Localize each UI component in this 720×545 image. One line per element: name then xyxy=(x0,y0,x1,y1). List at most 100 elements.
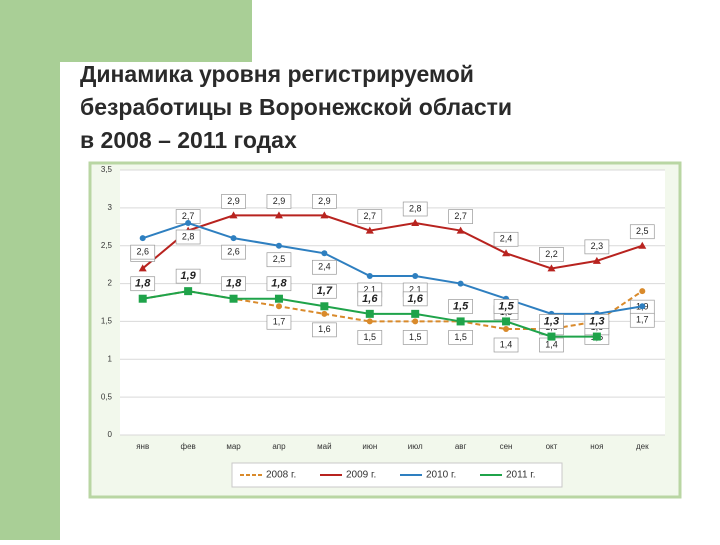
data-label: 1,6 xyxy=(362,293,378,305)
marker xyxy=(366,273,373,279)
legend-label: 2010 г. xyxy=(426,470,456,481)
label-box xyxy=(266,314,292,330)
marker xyxy=(638,241,647,249)
y-tick-label: 3 xyxy=(108,203,113,212)
label-box xyxy=(221,244,246,260)
data-label: 2,4 xyxy=(318,262,331,272)
label-box xyxy=(175,268,201,284)
marker xyxy=(457,280,464,287)
marker xyxy=(639,303,646,310)
data-label: 1,5 xyxy=(498,300,514,312)
data-label: 1,4 xyxy=(500,339,513,349)
top-block xyxy=(60,0,252,62)
data-label: 1,6 xyxy=(408,293,424,305)
data-label: 1,4 xyxy=(545,339,558,349)
data-label: 1,5 xyxy=(454,332,467,342)
series-line xyxy=(142,221,643,315)
data-label: 1,6 xyxy=(318,324,331,334)
label-box xyxy=(312,283,337,299)
data-label: 2,8 xyxy=(182,231,195,241)
x-tick-label: май xyxy=(317,442,331,451)
marker xyxy=(138,294,147,303)
marker xyxy=(412,273,419,279)
x-tick-label: авг xyxy=(455,442,467,451)
marker xyxy=(412,318,419,325)
data-label: 2,1 xyxy=(409,284,422,294)
data-label: 2,7 xyxy=(364,211,377,221)
marker xyxy=(184,287,193,296)
legend-box xyxy=(231,462,563,488)
label-box xyxy=(402,291,428,307)
legend-label: 2009 г. xyxy=(346,470,376,481)
x-tick-label: мар xyxy=(226,442,241,451)
marker xyxy=(365,309,374,318)
title-line: безработицы в Воронежской области xyxy=(80,94,512,120)
label-box xyxy=(357,330,383,345)
marker xyxy=(230,235,237,242)
label-box xyxy=(357,209,383,224)
y-tick-label: 0,5 xyxy=(101,392,113,401)
data-label: 2,9 xyxy=(273,196,286,206)
marker xyxy=(639,288,646,295)
label-box xyxy=(266,194,292,209)
marker xyxy=(275,303,282,310)
marker xyxy=(275,242,282,249)
y-tick-label: 2 xyxy=(108,279,113,288)
label-box xyxy=(266,252,292,268)
label-box xyxy=(539,247,564,262)
marker xyxy=(592,332,601,341)
data-label: 1,8 xyxy=(135,278,151,290)
marker xyxy=(229,211,238,219)
y-tick-label: 0 xyxy=(108,430,113,439)
marker xyxy=(138,264,147,272)
label-box xyxy=(402,201,428,217)
marker xyxy=(502,317,511,326)
data-label: 1,9 xyxy=(180,270,196,282)
label-box xyxy=(629,312,655,328)
label-box xyxy=(539,314,564,329)
data-label: 1,7 xyxy=(636,315,649,325)
label-box xyxy=(221,194,246,209)
label-box xyxy=(448,330,473,345)
data-label: 1,7 xyxy=(273,317,286,327)
y-tick-label: 1,5 xyxy=(101,317,113,326)
label-box xyxy=(493,337,519,353)
x-tick-label: июл xyxy=(408,442,423,451)
data-label: 2,7 xyxy=(182,211,195,221)
label-box xyxy=(402,330,428,345)
marker xyxy=(320,302,329,311)
marker xyxy=(411,219,420,226)
label-box xyxy=(266,276,292,292)
x-tick-label: ноя xyxy=(590,442,603,451)
marker xyxy=(547,332,556,341)
data-label: 2,9 xyxy=(318,196,331,206)
label-box xyxy=(493,231,519,247)
marker xyxy=(185,220,192,226)
label-box xyxy=(221,276,246,292)
legend-label: 2008 г. xyxy=(266,470,296,481)
data-label: 1,5 xyxy=(453,300,469,312)
data-label: 2,2 xyxy=(545,249,558,259)
data-label: 2,6 xyxy=(136,247,149,257)
x-tick-label: фев xyxy=(180,442,195,451)
y-tick-label: 2,5 xyxy=(101,241,113,250)
data-label: 2,1 xyxy=(364,284,377,294)
data-label: 2,5 xyxy=(273,254,286,264)
plot-area xyxy=(120,170,665,435)
marker xyxy=(411,309,420,318)
marker xyxy=(456,317,465,326)
data-label: 2,4 xyxy=(500,234,513,244)
label-box xyxy=(312,259,337,275)
marker xyxy=(274,294,283,303)
data-label: 2,8 xyxy=(409,203,422,213)
marker xyxy=(592,256,601,264)
marker xyxy=(229,294,238,303)
marker xyxy=(502,249,511,257)
data-label: 1,7 xyxy=(317,285,333,297)
legend-label: 2011 г. xyxy=(506,470,536,481)
label-box xyxy=(175,229,201,245)
data-label: 1,8 xyxy=(226,278,242,290)
data-label: 2,6 xyxy=(227,247,240,257)
marker xyxy=(320,211,329,219)
